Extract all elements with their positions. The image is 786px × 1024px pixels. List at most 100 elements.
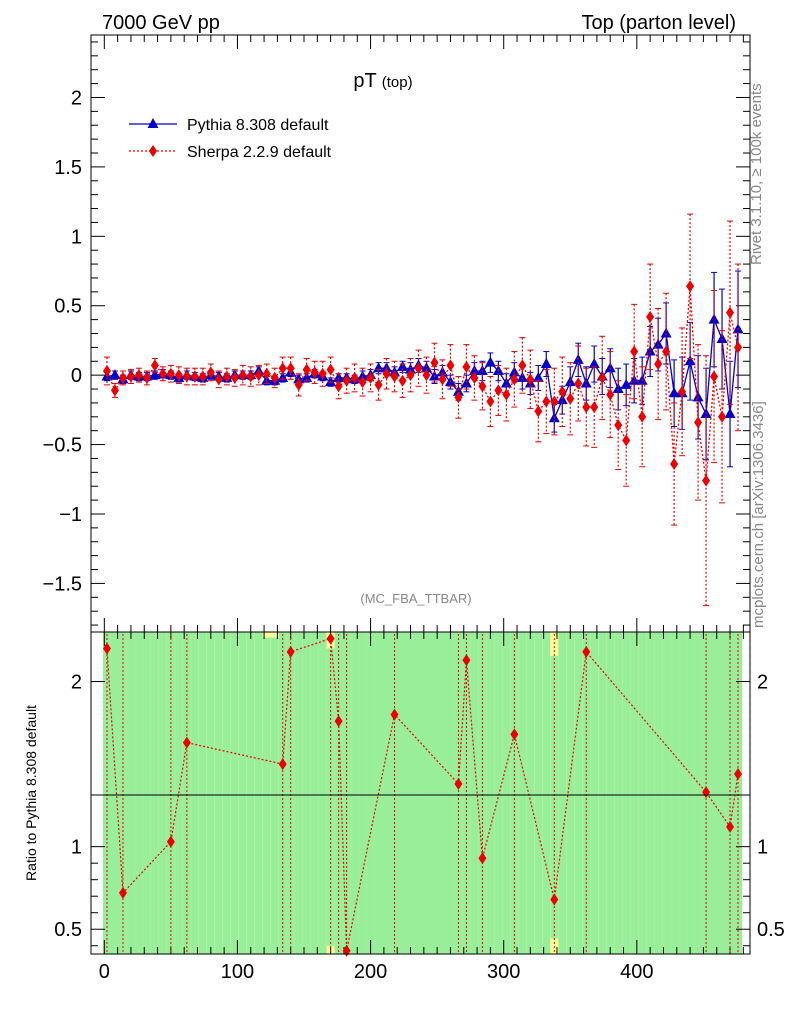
data-point-sherpa <box>374 378 383 391</box>
main-y-tick-label: −1.5 <box>43 573 82 595</box>
ratio-band-green <box>302 632 311 954</box>
ratio-data-point <box>390 708 399 721</box>
data-point-sherpa <box>662 345 671 358</box>
data-point-sherpa <box>614 419 623 432</box>
legend-entry-pythia: Pythia 8.308 default <box>129 117 329 134</box>
ratio-band-green <box>486 632 495 954</box>
data-point-sherpa <box>422 369 431 382</box>
header-right: Top (parton level) <box>581 12 736 34</box>
data-point-pythia <box>500 377 512 388</box>
x-tick-label: 200 <box>354 961 387 983</box>
ratio-band-green <box>718 632 727 954</box>
ratio-band-green <box>366 632 375 954</box>
ratio-band-green <box>134 632 143 954</box>
legend-label-sherpa: Sherpa 2.2.9 default <box>187 144 332 161</box>
data-point-sherpa <box>542 395 551 408</box>
data-point-sherpa <box>254 369 263 382</box>
data-point-sherpa <box>630 345 639 358</box>
data-point-sherpa <box>494 384 503 397</box>
x-tick-labels: 0 100 200 300 400 <box>99 961 654 983</box>
data-point-sherpa <box>126 370 135 383</box>
ratio-band-green <box>726 632 735 954</box>
ratio-band-green <box>254 632 263 954</box>
data-point-sherpa <box>350 371 359 384</box>
data-point-sherpa <box>382 367 391 380</box>
data-point-pythia <box>668 387 680 398</box>
ratio-band-green <box>102 632 111 954</box>
ratio-band-green <box>286 632 295 954</box>
ratio-band-green <box>518 632 527 954</box>
x-tick-label: 0 <box>99 961 110 983</box>
x-tick-label: 100 <box>221 961 254 983</box>
ratio-data-point <box>478 852 487 865</box>
data-point-sherpa <box>598 371 607 384</box>
ratio-band-green <box>678 632 687 954</box>
data-point-sherpa <box>182 370 191 383</box>
data-point-pythia <box>468 364 480 375</box>
legend-label-pythia: Pythia 8.308 default <box>187 117 329 134</box>
data-point-sherpa <box>398 374 407 387</box>
ratio-band-green <box>150 632 159 954</box>
ratio-band-green <box>414 632 423 954</box>
main-y-tick-label: −1 <box>59 504 82 526</box>
ratio-plot-frame <box>90 631 751 955</box>
data-point-sherpa <box>566 392 575 405</box>
ratio-band-green <box>638 632 647 954</box>
ratio-data-point <box>286 645 295 658</box>
data-point-sherpa <box>326 363 335 376</box>
data-point-sherpa <box>262 367 271 380</box>
data-point-pythia <box>540 358 552 369</box>
main-y-tick-labels: −1.5 −1 −0.5 0 0.5 1 1.5 2 <box>43 87 82 595</box>
ratio-y-tick-label: 0.5 <box>54 919 82 941</box>
data-point-pythia <box>325 376 337 387</box>
ratio-band-green <box>694 632 703 954</box>
data-point-pythia <box>109 369 121 380</box>
ratio-band-green <box>710 632 719 954</box>
data-point-sherpa <box>118 371 127 384</box>
ratio-band-green <box>398 632 407 954</box>
ratio-band-green <box>118 632 127 954</box>
ratio-band-green <box>502 632 511 954</box>
plot-title: pT (top) <box>353 70 412 92</box>
ratio-band-green <box>542 632 551 954</box>
ratio-band-green <box>142 632 151 954</box>
ratio-data-point <box>454 777 463 790</box>
ratio-band-green <box>582 632 591 954</box>
data-point-sherpa <box>230 371 239 384</box>
ratio-band-green <box>446 632 455 954</box>
ratio-band-green <box>670 632 679 954</box>
mcplots-label: mcplots.cern.ch [arXiv:1306.3436] <box>750 401 767 628</box>
data-point-sherpa <box>158 367 167 380</box>
ratio-band-green <box>230 632 239 954</box>
data-point-sherpa <box>462 360 471 373</box>
data-point-sherpa <box>430 356 439 369</box>
ratio-band-green <box>326 648 335 946</box>
data-point-pythia <box>405 363 417 374</box>
x-tick-label: 400 <box>620 961 653 983</box>
data-point-sherpa <box>534 405 543 418</box>
ratio-band-green <box>334 632 343 954</box>
data-point-sherpa <box>478 380 487 393</box>
data-point-sherpa <box>318 367 327 380</box>
data-point-sherpa <box>558 385 567 398</box>
ratio-band-green <box>406 632 415 954</box>
ratio-band-green <box>294 632 303 954</box>
data-point-sherpa <box>654 358 663 371</box>
ratio-band-green <box>462 632 471 954</box>
ratio-y-tick-label-right: 1 <box>757 837 768 859</box>
data-point-sherpa <box>190 370 199 383</box>
data-point-pythia <box>612 383 624 394</box>
legend-marker-pythia <box>147 118 159 128</box>
data-point-sherpa <box>310 366 319 379</box>
ratio-band-green <box>494 632 503 954</box>
ratio-band-green <box>390 632 399 954</box>
data-point-sherpa <box>454 391 463 404</box>
data-point-sherpa <box>238 369 247 382</box>
data-point-sherpa <box>590 401 599 414</box>
ratio-uncertainty-bands <box>102 632 743 954</box>
data-point-pythia <box>484 356 496 367</box>
data-point-sherpa <box>358 376 367 389</box>
data-point-sherpa <box>710 370 719 383</box>
ratio-ylabel: Ratio to Pythia 8.308 default <box>23 705 39 881</box>
ratio-y-tick-label-right: 2 <box>757 672 768 694</box>
